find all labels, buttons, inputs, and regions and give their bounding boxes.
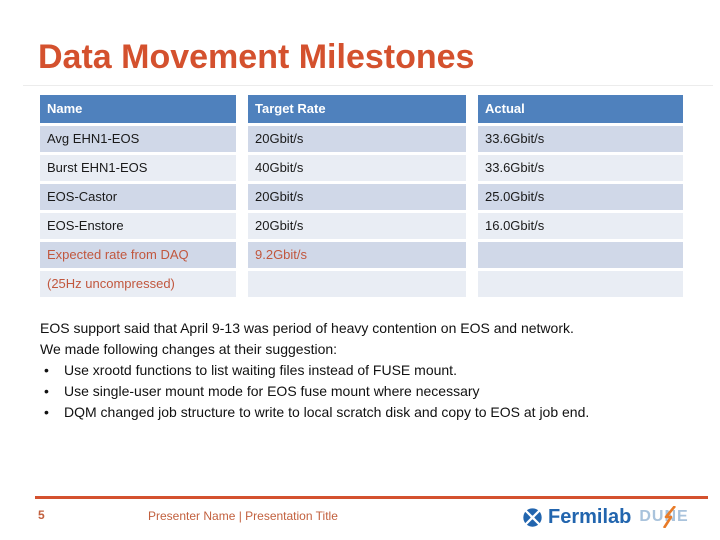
table-cell: 40Gbit/s — [248, 155, 466, 181]
dune-logo-text: DUNE — [639, 508, 689, 525]
page-number: 5 — [38, 508, 45, 522]
body-line: We made following changes at their sugge… — [40, 341, 338, 357]
milestones-table: Name Target Rate Actual Avg EHN1-EOS 20G… — [40, 95, 683, 297]
table-cell — [248, 271, 466, 297]
logo-group: Fermilab DUNE — [522, 506, 689, 528]
bullet-item: • DQM changed job structure to write to … — [40, 402, 589, 423]
table-cell: Expected rate from DAQ — [40, 242, 236, 268]
footer-credit: Presenter Name | Presentation Title — [148, 509, 338, 523]
body-line: EOS support said that April 9-13 was per… — [40, 320, 574, 336]
table-cell: Avg EHN1-EOS — [40, 126, 236, 152]
bullet-item: • Use single-user mount mode for EOS fus… — [40, 381, 589, 402]
table-cell — [478, 271, 683, 297]
bullet-text: Use single-user mount mode for EOS fuse … — [64, 383, 480, 399]
table-cell: 25.0Gbit/s — [478, 184, 683, 210]
table-cell: 16.0Gbit/s — [478, 213, 683, 239]
table-cell: 20Gbit/s — [248, 213, 466, 239]
bullet-text: DQM changed job structure to write to lo… — [64, 404, 590, 420]
bullet-icon: • — [44, 362, 49, 378]
table-header-actual: Actual — [478, 95, 683, 123]
bullet-text: Use xrootd functions to list waiting fil… — [64, 362, 457, 378]
page-title: Data Movement Milestones — [38, 38, 475, 76]
table-cell: (25Hz uncompressed) — [40, 271, 236, 297]
table-cell: 9.2Gbit/s — [248, 242, 466, 268]
table-cell: 33.6Gbit/s — [478, 155, 683, 181]
table-cell: 20Gbit/s — [248, 184, 466, 210]
fermilab-logo-icon — [523, 507, 542, 527]
fermilab-logo-text: Fermilab — [548, 506, 632, 528]
bullet-icon: • — [44, 383, 49, 399]
table-cell: 33.6Gbit/s — [478, 126, 683, 152]
table-cell: 20Gbit/s — [248, 126, 466, 152]
table-cell: Burst EHN1-EOS — [40, 155, 236, 181]
table-header-target: Target Rate — [248, 95, 466, 123]
bullet-icon: • — [44, 404, 49, 420]
title-divider — [23, 85, 713, 86]
footer-divider — [35, 496, 708, 499]
body-text-block: EOS support said that April 9-13 was per… — [40, 318, 589, 423]
table-cell — [478, 242, 683, 268]
table-header-name: Name — [40, 95, 236, 123]
dune-logo: DUNE — [639, 506, 688, 528]
table-cell: EOS-Enstore — [40, 213, 236, 239]
table-cell: EOS-Castor — [40, 184, 236, 210]
bullet-item: • Use xrootd functions to list waiting f… — [40, 360, 589, 381]
